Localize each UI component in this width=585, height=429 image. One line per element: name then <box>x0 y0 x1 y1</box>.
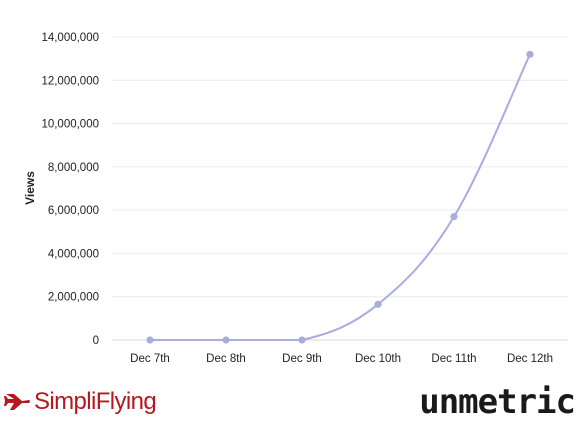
data-points <box>146 50 534 344</box>
data-point <box>298 336 306 344</box>
y-axis-label: Views <box>23 171 37 205</box>
x-tick-label: Dec 10th <box>355 353 401 365</box>
y-tick-label: 2,000,000 <box>48 292 99 304</box>
x-tick-label: Dec 8th <box>206 353 246 365</box>
x-tick-label: Dec 7th <box>130 353 170 365</box>
y-axis-ticks: 0 2,000,000 4,000,000 6,000,000 8,000,000 10,… <box>41 32 99 347</box>
data-point <box>450 213 458 221</box>
unmetric-logo: unmetric <box>419 382 576 422</box>
y-tick-label: 0 <box>93 335 99 347</box>
y-tick-label: 10,000,000 <box>41 119 99 131</box>
x-tick-label: Dec 12th <box>507 353 553 365</box>
views-line-chart: 0 2,000,000 4,000,000 6,000,000 8,000,000 10,… <box>23 32 568 365</box>
data-point <box>222 336 230 344</box>
gridlines <box>112 36 568 341</box>
x-axis-ticks: Dec 7th Dec 8th Dec 9th Dec 10th Dec 11th Dec… <box>130 353 553 365</box>
data-point <box>374 300 382 308</box>
y-tick-label: 4,000,000 <box>48 248 99 260</box>
simpliflying-logo: SimpliFlying <box>4 385 157 419</box>
x-tick-label: Dec 11th <box>431 353 476 365</box>
data-point <box>526 50 534 58</box>
y-tick-label: 6,000,000 <box>48 205 99 217</box>
simpliflying-logo-text: SimpliFlying <box>34 388 157 415</box>
x-tick-label: Dec 9th <box>282 353 322 365</box>
y-tick-label: 14,000,000 <box>41 32 99 44</box>
y-tick-label: 12,000,000 <box>41 75 99 87</box>
plane-icon <box>4 394 30 410</box>
y-tick-label: 8,000,000 <box>48 162 99 174</box>
data-point <box>146 336 154 344</box>
